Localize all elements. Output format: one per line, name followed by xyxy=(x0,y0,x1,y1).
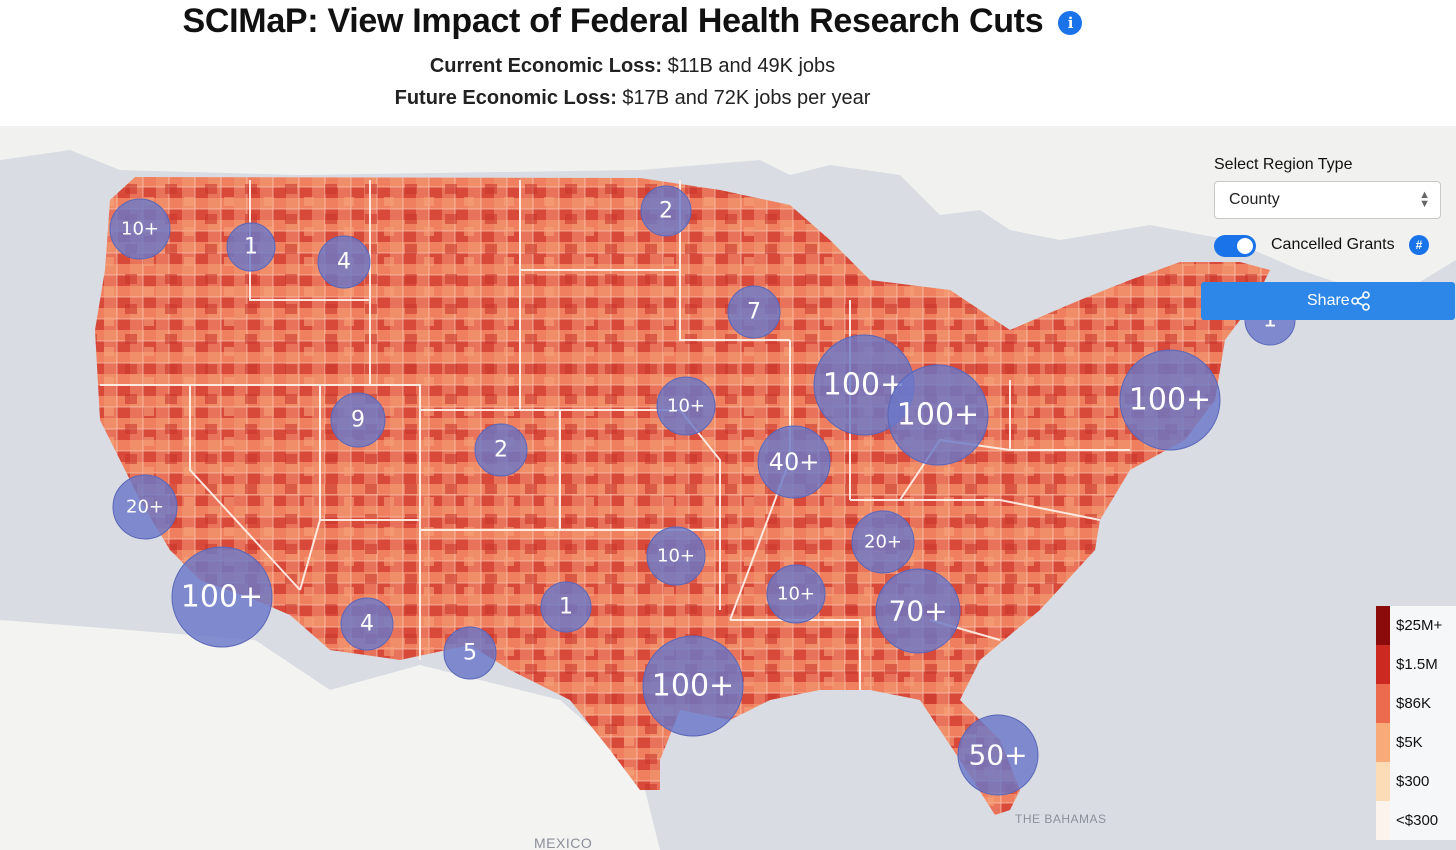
cluster-count: 100+ xyxy=(181,580,263,615)
legend-swatch xyxy=(1376,645,1390,684)
legend-label: $86K xyxy=(1396,695,1432,712)
legend-swatch xyxy=(1376,801,1390,840)
cluster-marker[interactable]: 1 xyxy=(540,581,592,633)
cluster-marker[interactable]: 1 xyxy=(226,222,276,272)
share-label: Share xyxy=(1307,292,1350,309)
legend-label: $25M+ xyxy=(1396,617,1443,634)
cluster-count: 100+ xyxy=(1129,383,1211,418)
cluster-count: 10+ xyxy=(667,396,705,417)
current-economic-loss: Current Economic Loss: $11B and 49K jobs xyxy=(0,55,1265,78)
future-loss-value: $17B and 72K jobs per year xyxy=(616,87,871,109)
cluster-marker[interactable]: 100+ xyxy=(171,546,273,648)
legend-item: $1.5M xyxy=(1376,645,1456,684)
cluster-marker[interactable]: 40+ xyxy=(757,425,831,499)
mexico-label: MEXICO xyxy=(534,835,592,850)
info-icon[interactable]: i xyxy=(1058,11,1083,35)
page-title: SCIMaP: View Impact of Federal Health Re… xyxy=(0,2,1265,41)
cluster-count: 2 xyxy=(659,199,673,224)
hash-icon[interactable]: # xyxy=(1409,235,1429,255)
cluster-marker[interactable]: 70+ xyxy=(875,568,961,654)
region-type-value: County xyxy=(1229,191,1280,208)
share-button[interactable]: Share xyxy=(1201,282,1455,320)
cluster-count: 1 xyxy=(559,595,573,620)
cluster-marker[interactable]: 4 xyxy=(317,235,371,289)
legend-label: $5K xyxy=(1396,734,1423,751)
bahamas-label: THE BAHAMAS xyxy=(1015,812,1107,826)
cluster-count: 1 xyxy=(244,235,258,260)
legend-item: $25M+ xyxy=(1376,606,1456,645)
cluster-marker[interactable]: 10+ xyxy=(109,198,171,260)
cluster-marker[interactable]: 10+ xyxy=(656,376,716,436)
cluster-count: 10+ xyxy=(121,219,159,240)
cluster-marker[interactable]: 2 xyxy=(640,185,692,237)
cluster-layer: 10+ 1 4 2 7 100+ 100+ 100+ 9 10+ 2 40+ 20+ 100+ 20+ 10+… xyxy=(109,185,1296,796)
cluster-marker[interactable]: 20+ xyxy=(851,510,915,574)
cancelled-grants-label: Cancelled Grants xyxy=(1271,236,1395,253)
cluster-count: 2 xyxy=(494,438,508,463)
title-text: SCIMaP: View Impact of Federal Health Re… xyxy=(182,2,1044,40)
legend: $25M+ $1.5M $86K $5K $300 <$300 xyxy=(1376,606,1456,840)
cancelled-grants-toggle[interactable] xyxy=(1214,235,1256,257)
cluster-count: 20+ xyxy=(864,532,902,553)
legend-swatch xyxy=(1376,723,1390,762)
header: SCIMaP: View Impact of Federal Health Re… xyxy=(0,0,1456,126)
toggle-knob xyxy=(1237,238,1253,254)
legend-item: <$300 xyxy=(1376,801,1456,840)
legend-swatch xyxy=(1376,762,1390,801)
legend-label: $300 xyxy=(1396,773,1430,790)
legend-item: $5K xyxy=(1376,723,1456,762)
cluster-count: 100+ xyxy=(897,398,979,433)
legend-item: $86K xyxy=(1376,684,1456,723)
cluster-count: 100+ xyxy=(652,669,734,704)
cluster-marker[interactable]: 9 xyxy=(330,392,386,448)
current-loss-value: $11B and 49K jobs xyxy=(662,55,836,77)
cluster-count: 5 xyxy=(463,641,477,666)
cluster-count: 10+ xyxy=(777,584,815,605)
cluster-marker[interactable]: 100+ xyxy=(887,364,989,466)
cluster-marker[interactable]: 100+ xyxy=(642,635,744,737)
cluster-count: 9 xyxy=(351,408,365,433)
legend-label: $1.5M xyxy=(1396,656,1438,673)
cluster-marker[interactable]: 7 xyxy=(727,285,781,339)
region-type-select[interactable]: County ▲ ▼ xyxy=(1214,181,1441,219)
legend-item: $300 xyxy=(1376,762,1456,801)
cluster-marker[interactable]: 2 xyxy=(474,423,528,477)
legend-swatch xyxy=(1376,606,1390,645)
cluster-count: 4 xyxy=(337,250,351,275)
legend-swatch xyxy=(1376,684,1390,723)
cluster-marker[interactable]: 100+ xyxy=(1119,349,1221,451)
cluster-count: 20+ xyxy=(126,497,164,518)
share-icon xyxy=(1351,291,1370,311)
legend-label: <$300 xyxy=(1396,812,1439,829)
cluster-count: 40+ xyxy=(769,448,820,476)
cluster-marker[interactable]: 5 xyxy=(443,626,497,680)
cluster-count: 50+ xyxy=(968,739,1027,772)
cluster-marker[interactable]: 4 xyxy=(340,597,394,651)
chevron-updown-icon: ▲ ▼ xyxy=(1419,189,1430,210)
cluster-count: 70+ xyxy=(888,595,947,628)
cluster-count: 4 xyxy=(360,612,374,637)
cluster-marker[interactable]: 10+ xyxy=(646,526,706,586)
current-loss-label: Current Economic Loss: xyxy=(429,55,663,77)
cluster-marker[interactable]: 20+ xyxy=(112,474,178,540)
future-economic-loss: Future Economic Loss: $17B and 72K jobs … xyxy=(0,87,1265,110)
cluster-marker[interactable]: 10+ xyxy=(766,564,826,624)
cluster-count: 7 xyxy=(747,300,761,325)
cluster-count: 10+ xyxy=(657,546,695,567)
cluster-marker[interactable]: 50+ xyxy=(957,714,1039,796)
region-type-label: Select Region Type xyxy=(1214,156,1353,173)
future-loss-label: Future Economic Loss: xyxy=(394,87,617,109)
